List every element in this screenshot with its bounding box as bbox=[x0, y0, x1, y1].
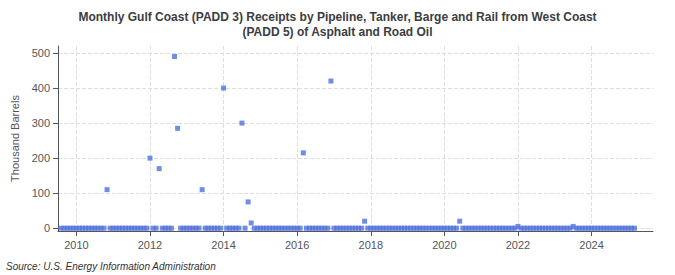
svg-text:Source: U.S. Energy Informatio: Source: U.S. Energy Information Administ… bbox=[6, 261, 216, 272]
svg-text:Thousand Barrels: Thousand Barrels bbox=[9, 95, 21, 182]
svg-text:500: 500 bbox=[32, 47, 50, 59]
svg-text:(PADD 5) of Asphalt and Road O: (PADD 5) of Asphalt and Road Oil bbox=[242, 25, 432, 39]
svg-text:2018: 2018 bbox=[359, 239, 383, 251]
svg-text:Monthly Gulf Coast (PADD 3) Re: Monthly Gulf Coast (PADD 3) Receipts by … bbox=[78, 10, 596, 24]
svg-text:0: 0 bbox=[44, 222, 50, 234]
svg-text:2012: 2012 bbox=[138, 239, 162, 251]
svg-text:2020: 2020 bbox=[432, 239, 456, 251]
svg-text:2014: 2014 bbox=[211, 239, 235, 251]
svg-text:200: 200 bbox=[32, 152, 50, 164]
svg-text:100: 100 bbox=[32, 187, 50, 199]
svg-text:300: 300 bbox=[32, 117, 50, 129]
svg-text:2016: 2016 bbox=[285, 239, 309, 251]
svg-text:2022: 2022 bbox=[506, 239, 530, 251]
svg-text:2010: 2010 bbox=[64, 239, 88, 251]
svg-text:2024: 2024 bbox=[579, 239, 603, 251]
svg-text:400: 400 bbox=[32, 82, 50, 94]
